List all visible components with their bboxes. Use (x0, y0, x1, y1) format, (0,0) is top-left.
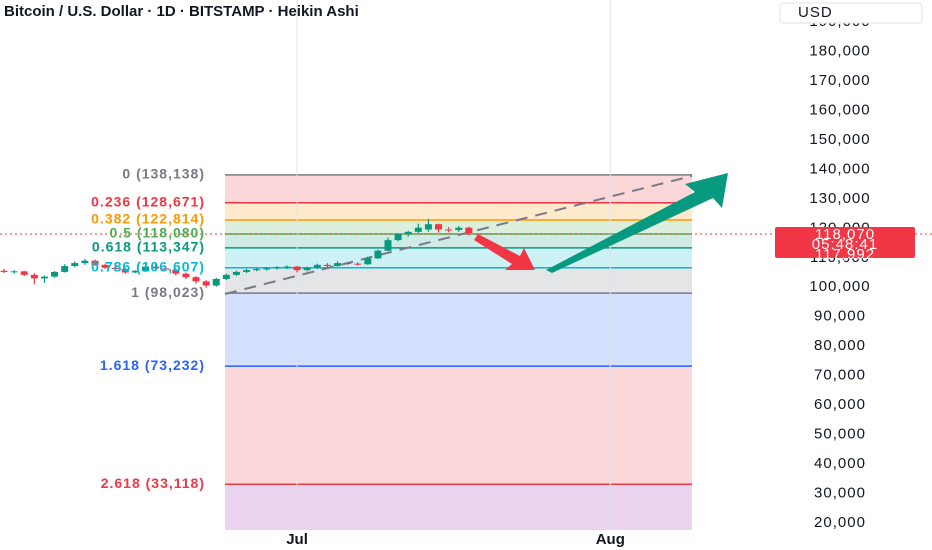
fib-zone (225, 233, 692, 248)
y-tick-label: 60,000 (814, 396, 866, 413)
fib-zone (225, 293, 692, 367)
x-tick-label: Jul (286, 531, 308, 548)
candle-body (131, 270, 139, 273)
fib-label: 0.786 (106,607) (91, 258, 205, 274)
candle-body (30, 274, 38, 279)
candle-body (152, 266, 160, 269)
y-tick-label: 20,000 (814, 514, 866, 531)
candle-body (121, 268, 129, 273)
candle-body (253, 268, 261, 271)
fib-label: 0.236 (128,671) (91, 193, 205, 209)
candle-body (202, 281, 210, 286)
trend-line (224, 175, 693, 295)
last-price-label: 118,070 (815, 226, 875, 243)
candle-body (414, 227, 422, 232)
y-tick-label: 100,000 (809, 278, 870, 295)
fib-label: 0.618 (113,347) (92, 239, 205, 255)
y-tick-label: 80,000 (814, 337, 866, 354)
chart-title: Bitcoin / U.S. Dollar · 1D · BITSTAMP · … (4, 3, 359, 20)
candle-body (192, 277, 200, 282)
candle-body (162, 268, 170, 270)
y-tick-label: 30,000 (814, 484, 866, 501)
candle-body (101, 264, 109, 268)
candle-body (142, 266, 150, 271)
candle-body (212, 278, 220, 286)
candle-body (263, 268, 271, 270)
y-tick-label: 180,000 (809, 43, 870, 60)
candle-body (182, 273, 190, 278)
fib-label: 1 (98,023) (131, 284, 205, 300)
fib-zone (225, 484, 692, 530)
fib-zones (225, 174, 692, 530)
candle-body (394, 234, 402, 241)
prev-price-label: 117,992 (815, 246, 875, 263)
currency-box (779, 2, 923, 24)
candle-body (111, 267, 119, 269)
candle-body (0, 270, 8, 272)
candle-body (333, 263, 341, 267)
candle-body (243, 270, 251, 272)
y-tick-label: 160,000 (809, 101, 870, 118)
y-tick-label: 70,000 (814, 367, 866, 384)
candle-body (293, 266, 301, 271)
candle-body (10, 271, 18, 273)
y-tick-label: 50,000 (814, 426, 866, 443)
candle-body (374, 250, 382, 259)
candle-body (344, 263, 352, 265)
fib-label: 2.618 (33,118) (101, 475, 205, 491)
fib-label: 1.618 (73,232) (100, 357, 205, 373)
candle-body (435, 224, 443, 230)
y-tick-label: 40,000 (814, 455, 866, 472)
candle-body (273, 267, 281, 269)
fib-label: 0.5 (118,080) (109, 225, 205, 241)
down-arrow (474, 234, 535, 270)
fib-zone (225, 247, 692, 268)
candle-body (313, 264, 321, 268)
y-tick-label: 90,000 (814, 308, 866, 325)
price-box (775, 227, 915, 259)
fib-zone (225, 267, 692, 294)
y-tick-label: 140,000 (809, 160, 870, 177)
candle-body (91, 260, 99, 265)
candle-body (40, 276, 48, 279)
candle-body (424, 224, 432, 230)
fib-zone (225, 366, 692, 485)
candle-body (283, 266, 291, 268)
candle-body (354, 263, 362, 265)
candles (0, 218, 473, 288)
candle-body (51, 271, 59, 277)
candle-body (445, 229, 453, 231)
fib-zone (225, 174, 692, 203)
candle-body (465, 227, 473, 234)
candle-body (71, 263, 79, 267)
candle-body (61, 266, 69, 272)
candle-body (384, 240, 392, 251)
x-tick-label: Aug (596, 531, 625, 548)
candle-body (303, 267, 311, 271)
fib-label: 0 (138,138) (122, 166, 205, 182)
candle-body (323, 264, 331, 267)
candle-body (232, 271, 240, 275)
candle-body (455, 227, 463, 231)
candle-body (172, 269, 180, 274)
candle-body (364, 258, 372, 265)
up-arrow (546, 173, 728, 273)
candle-body (20, 271, 28, 275)
candle-body (81, 260, 89, 264)
candle-body (222, 274, 230, 279)
fib-label: 0.382 (122,814) (91, 211, 205, 227)
countdown: 05:48:41 (812, 236, 878, 253)
fib-zone (225, 202, 692, 221)
y-tick-label: 150,000 (809, 131, 870, 148)
price-labels: 0 (138,138) 0.236 (128,671) 0.382 (122,814… (91, 166, 915, 491)
candle-body (404, 231, 412, 235)
y-tick-label: 170,000 (809, 72, 870, 89)
currency: USD (798, 4, 833, 21)
y-tick-label: 130,000 (809, 190, 870, 207)
